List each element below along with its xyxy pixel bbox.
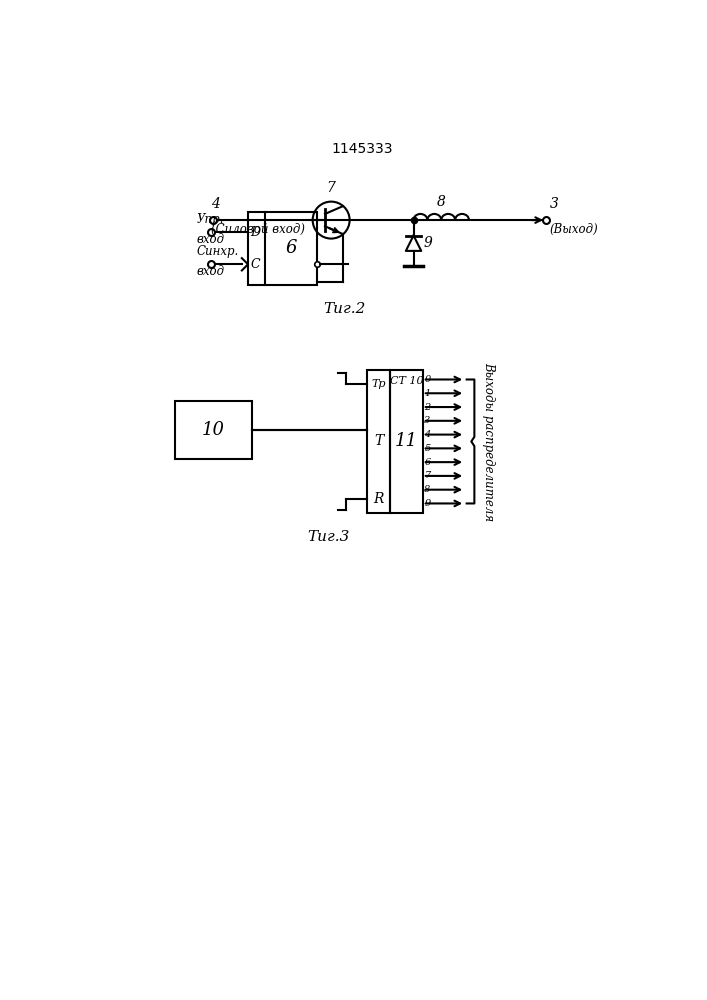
Text: 5: 5 xyxy=(424,444,431,453)
Text: 7: 7 xyxy=(424,471,431,480)
Text: Τиг.3: Τиг.3 xyxy=(308,530,350,544)
Text: (Выход): (Выход) xyxy=(550,223,599,236)
Text: СТ 10: СТ 10 xyxy=(390,376,423,386)
Text: Τиг.2: Τиг.2 xyxy=(323,302,366,316)
Text: 4: 4 xyxy=(211,197,220,211)
Text: 6: 6 xyxy=(424,458,431,467)
Text: 8: 8 xyxy=(424,485,431,494)
Text: 3: 3 xyxy=(550,197,559,211)
Text: 8: 8 xyxy=(437,195,445,209)
Text: 9: 9 xyxy=(424,499,431,508)
Text: Выходы распределителя: Выходы распределителя xyxy=(481,362,495,521)
Bar xyxy=(175,401,252,459)
Text: вход: вход xyxy=(197,233,225,246)
Text: 10: 10 xyxy=(201,421,225,439)
Text: 11: 11 xyxy=(395,432,418,450)
Text: 0: 0 xyxy=(424,375,431,384)
Text: (Силовой вход): (Силовой вход) xyxy=(211,223,305,236)
Text: D: D xyxy=(250,226,260,239)
Text: 2: 2 xyxy=(424,403,431,412)
Text: 3: 3 xyxy=(424,416,431,425)
Text: T: T xyxy=(374,434,383,448)
Text: Тр: Тр xyxy=(372,379,386,389)
Text: 1: 1 xyxy=(424,389,431,398)
Bar xyxy=(248,212,317,285)
Text: R: R xyxy=(373,492,384,506)
Text: 4: 4 xyxy=(424,430,431,439)
Text: 6: 6 xyxy=(286,239,297,257)
Bar xyxy=(368,370,390,513)
Text: вход: вход xyxy=(197,265,225,278)
Text: Упр.: Упр. xyxy=(197,213,224,226)
Text: 1145333: 1145333 xyxy=(331,142,392,156)
Bar xyxy=(390,370,423,513)
Text: C: C xyxy=(250,258,260,271)
Text: 9: 9 xyxy=(423,236,433,250)
Text: Синхр.: Синхр. xyxy=(197,245,239,258)
Text: 7: 7 xyxy=(327,181,336,195)
